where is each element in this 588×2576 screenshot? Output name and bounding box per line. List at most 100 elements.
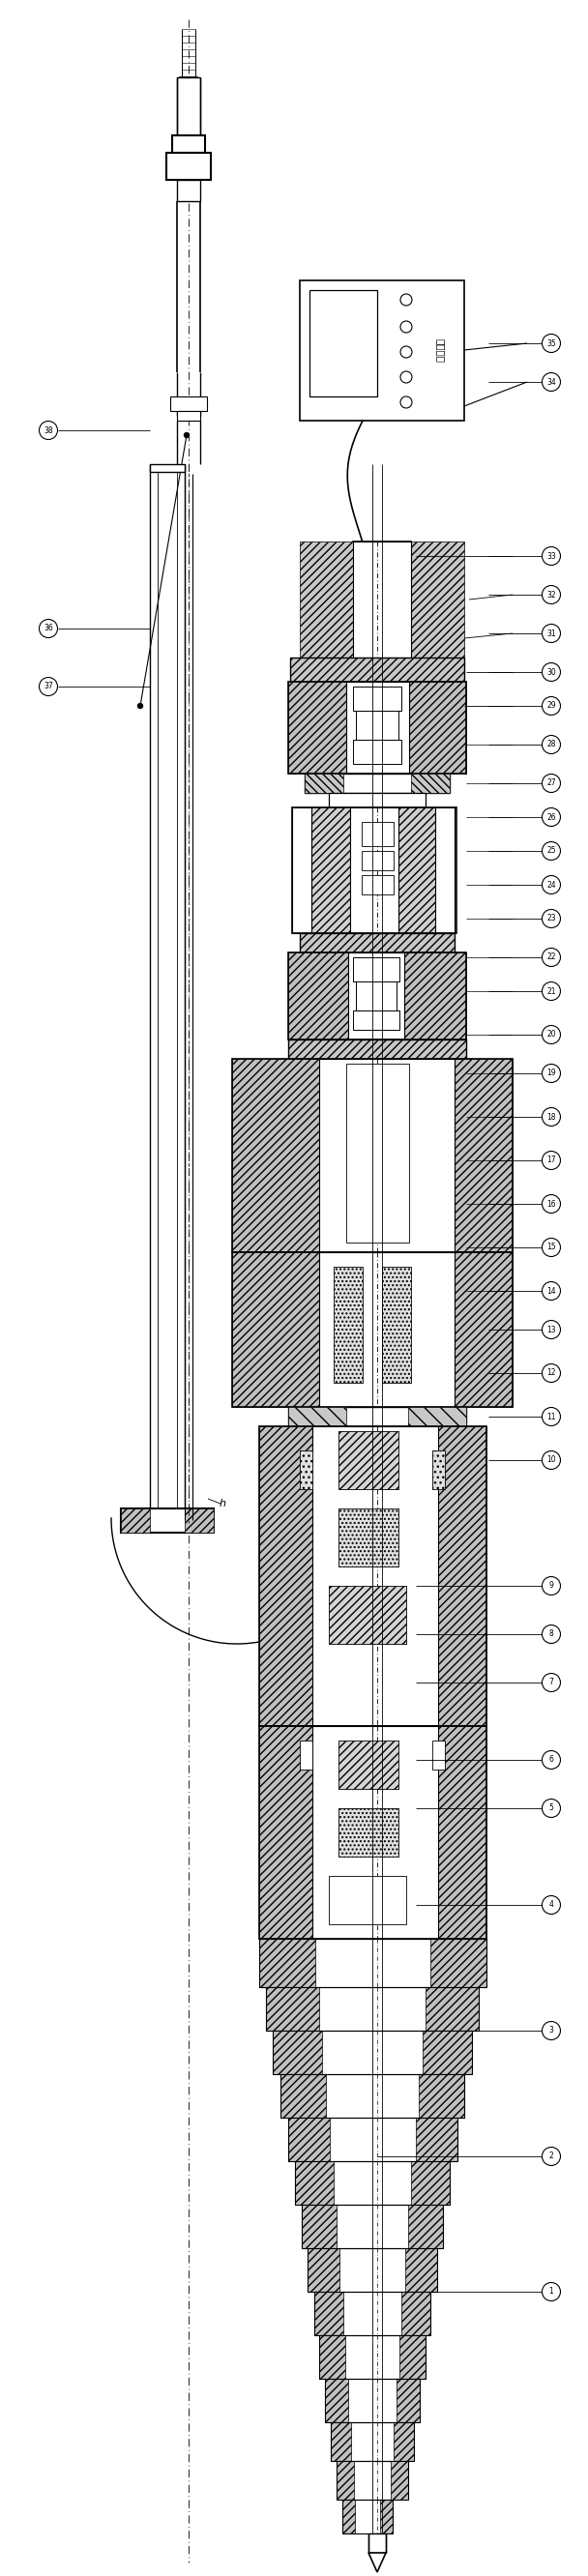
Circle shape bbox=[542, 734, 560, 755]
Bar bbox=[290, 657, 464, 683]
Text: 31: 31 bbox=[547, 629, 556, 639]
Circle shape bbox=[542, 773, 560, 793]
Circle shape bbox=[138, 703, 143, 708]
Circle shape bbox=[400, 371, 412, 384]
Text: 2: 2 bbox=[549, 2151, 553, 2161]
Bar bbox=[319, 2336, 426, 2378]
Bar bbox=[300, 1741, 312, 1770]
Text: 7: 7 bbox=[549, 1677, 554, 1687]
Bar bbox=[382, 1267, 411, 1383]
Bar bbox=[348, 953, 405, 1041]
Bar bbox=[432, 1741, 445, 1770]
Text: 3: 3 bbox=[549, 2027, 554, 2035]
Circle shape bbox=[39, 677, 58, 696]
Circle shape bbox=[542, 1151, 560, 1170]
Bar bbox=[308, 2249, 437, 2293]
Bar bbox=[170, 397, 207, 412]
Bar bbox=[329, 793, 426, 806]
Bar bbox=[353, 1010, 399, 1030]
Bar bbox=[185, 1510, 213, 1533]
Bar bbox=[433, 1726, 486, 1940]
Bar bbox=[435, 806, 455, 933]
Text: 5: 5 bbox=[549, 1803, 554, 1814]
Circle shape bbox=[542, 809, 560, 827]
Bar bbox=[273, 2030, 472, 2074]
Text: 13: 13 bbox=[547, 1324, 556, 1334]
Bar bbox=[353, 541, 411, 657]
Bar bbox=[339, 1432, 399, 1489]
Bar bbox=[319, 2336, 345, 2378]
Bar bbox=[336, 2460, 408, 2499]
Bar bbox=[295, 2161, 450, 2205]
Circle shape bbox=[39, 618, 58, 639]
Bar bbox=[336, 2460, 354, 2499]
Bar bbox=[433, 1427, 486, 1726]
Bar bbox=[402, 2293, 430, 2336]
Bar bbox=[426, 1986, 479, 2030]
Bar bbox=[393, 2421, 414, 2460]
Text: 25: 25 bbox=[547, 848, 556, 855]
Bar bbox=[150, 1520, 185, 1528]
Bar bbox=[280, 2074, 464, 2117]
Bar bbox=[312, 806, 350, 933]
Bar bbox=[150, 464, 185, 471]
Bar bbox=[408, 2205, 443, 2249]
Bar bbox=[430, 1940, 486, 1986]
Bar bbox=[295, 2161, 333, 2205]
Bar bbox=[396, 2378, 420, 2421]
Bar bbox=[302, 2205, 443, 2249]
Text: 26: 26 bbox=[547, 814, 556, 822]
Circle shape bbox=[542, 1625, 560, 1643]
Bar bbox=[339, 1741, 399, 1788]
Circle shape bbox=[542, 1798, 560, 1819]
Circle shape bbox=[400, 345, 412, 358]
Bar bbox=[353, 739, 402, 765]
Bar bbox=[339, 1741, 399, 1788]
Bar bbox=[369, 2532, 386, 2553]
Bar bbox=[356, 981, 396, 1010]
Circle shape bbox=[542, 546, 560, 564]
Bar bbox=[408, 1406, 466, 1427]
Bar bbox=[177, 77, 200, 137]
Text: 38: 38 bbox=[44, 425, 53, 435]
Circle shape bbox=[542, 623, 560, 641]
Circle shape bbox=[542, 1321, 560, 1340]
Bar bbox=[339, 1808, 399, 1857]
Circle shape bbox=[184, 433, 189, 438]
Bar bbox=[432, 1450, 445, 1489]
Text: 35: 35 bbox=[546, 340, 556, 348]
Bar bbox=[329, 1587, 406, 1643]
Circle shape bbox=[542, 876, 560, 894]
Bar bbox=[325, 2378, 420, 2421]
Bar bbox=[290, 657, 464, 683]
Bar bbox=[288, 1406, 346, 1427]
Bar bbox=[333, 1267, 363, 1383]
Bar bbox=[300, 1450, 312, 1489]
Bar bbox=[300, 1450, 312, 1489]
Text: 17: 17 bbox=[547, 1157, 556, 1164]
Bar bbox=[121, 1510, 150, 1533]
Circle shape bbox=[542, 662, 560, 680]
Bar bbox=[411, 773, 450, 793]
Bar bbox=[426, 1252, 513, 1406]
Bar bbox=[288, 2117, 330, 2161]
Bar bbox=[259, 1427, 312, 1726]
Text: 20: 20 bbox=[547, 1030, 556, 1038]
Bar bbox=[346, 683, 409, 773]
Bar bbox=[259, 1726, 486, 1940]
Bar bbox=[339, 1432, 399, 1489]
Circle shape bbox=[542, 2282, 560, 2300]
Bar bbox=[309, 291, 377, 397]
Text: 19: 19 bbox=[547, 1069, 556, 1077]
Text: 12: 12 bbox=[547, 1368, 556, 1378]
Bar bbox=[288, 953, 466, 1041]
Bar bbox=[177, 412, 200, 420]
Text: h: h bbox=[219, 1499, 226, 1510]
Bar bbox=[411, 541, 464, 657]
Bar bbox=[380, 2499, 393, 2532]
Circle shape bbox=[39, 420, 58, 440]
Bar bbox=[342, 2499, 355, 2532]
Bar bbox=[259, 1427, 486, 1726]
Circle shape bbox=[542, 1283, 560, 1301]
Bar bbox=[259, 1940, 486, 1986]
